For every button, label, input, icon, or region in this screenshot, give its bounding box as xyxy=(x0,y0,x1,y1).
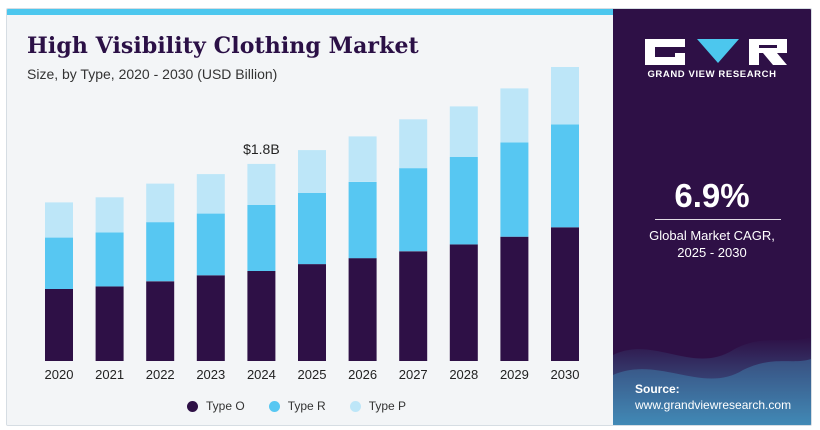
bar-annotation-2024: $1.8B xyxy=(243,141,280,157)
bar-type-r-2028 xyxy=(449,157,478,245)
x-tick-label-2026: 2026 xyxy=(348,367,377,382)
bar-type-p-2023 xyxy=(196,174,225,214)
labels-layer: 2020 2021 2022 2023 2024 $1.8B 2025 2026 2027 202… xyxy=(45,141,580,382)
source-url[interactable]: www.grandviewresearch.com xyxy=(635,398,792,412)
x-tick-label-2027: 2027 xyxy=(399,367,428,382)
source-label: Source: xyxy=(635,382,680,396)
bar-type-p-2025 xyxy=(298,150,326,193)
x-tick-label-2021: 2021 xyxy=(95,367,124,382)
x-tick-label-2023: 2023 xyxy=(196,367,225,382)
x-tick-label-2020: 2020 xyxy=(45,367,74,382)
legend-label-type-o: Type O xyxy=(206,399,245,413)
bar-type-o-2021 xyxy=(95,286,124,361)
x-tick-label-2022: 2022 xyxy=(146,367,175,382)
bar-type-p-2020 xyxy=(45,202,73,238)
stacked-bar-chart: 2020 2021 2022 2023 2024 $1.8B 2025 2026 2027 202… xyxy=(45,67,580,382)
bar-type-p-2028 xyxy=(449,106,478,157)
bar-type-r-2027 xyxy=(399,168,428,252)
bar-type-r-2030 xyxy=(551,124,579,228)
legend-swatch-type-o xyxy=(187,400,198,412)
bar-type-r-2022 xyxy=(146,222,175,282)
decorative-wave xyxy=(613,337,811,425)
bars-layer xyxy=(45,67,579,361)
bar-type-r-2029 xyxy=(500,142,529,237)
infographic-card: 2020 2021 2022 2023 2024 $1.8B 2025 2026 2027 202… xyxy=(6,8,812,426)
bar-type-r-2023 xyxy=(196,213,225,276)
bar-type-o-2020 xyxy=(45,289,73,361)
x-tick-label-2030: 2030 xyxy=(551,367,580,382)
bar-type-r-2026 xyxy=(348,181,377,259)
legend-item-type-o: Type O xyxy=(187,399,245,413)
legend-label-type-p: Type P xyxy=(368,399,407,413)
bar-type-p-2030 xyxy=(551,67,579,125)
x-tick-label-2028: 2028 xyxy=(449,367,478,382)
bar-type-p-2027 xyxy=(399,119,428,169)
x-tick-label-2029: 2029 xyxy=(500,367,529,382)
bar-type-p-2022 xyxy=(146,183,175,223)
legend-swatch-type-r xyxy=(268,400,280,412)
bar-type-o-2026 xyxy=(348,258,377,361)
bar-type-o-2023 xyxy=(196,275,225,361)
bar-type-p-2021 xyxy=(95,197,124,233)
accent-bar xyxy=(7,9,613,15)
legend-label-type-r: Type R xyxy=(287,399,326,413)
bar-type-r-2021 xyxy=(95,232,124,287)
brand-name: GRAND VIEW RESEARCH xyxy=(647,69,777,80)
legend-item-type-p: Type P xyxy=(349,399,407,413)
x-tick-label-2025: 2025 xyxy=(298,367,327,382)
chart-title: High Visibility Clothing Market xyxy=(27,33,419,59)
bar-type-o-2028 xyxy=(449,244,478,361)
bar-type-o-2025 xyxy=(298,264,326,361)
cagr-value: 6.9% xyxy=(674,177,750,214)
legend-swatch-type-p xyxy=(349,400,361,412)
cagr-label-line1: Global Market CAGR, xyxy=(649,228,775,243)
bar-type-r-2024 xyxy=(247,205,276,271)
cagr-label-line2: 2025 - 2030 xyxy=(677,245,747,260)
legend-item-type-r: Type R xyxy=(268,399,326,413)
bar-type-o-2024 xyxy=(247,271,276,361)
bar-type-p-2024 xyxy=(247,163,276,205)
bar-type-o-2030 xyxy=(551,227,579,361)
grand-view-research-logo xyxy=(645,39,787,65)
source-block: Source: www.grandviewresearch.com xyxy=(635,381,791,413)
bar-type-p-2029 xyxy=(500,88,529,143)
cagr-label: Global Market CAGR, 2025 - 2030 xyxy=(613,227,811,261)
bar-type-p-2026 xyxy=(348,136,377,182)
bar-type-r-2020 xyxy=(45,237,73,289)
x-tick-label-2024: 2024 xyxy=(247,367,276,382)
chart-legend: Type O Type R Type P xyxy=(187,399,406,413)
bar-type-o-2022 xyxy=(146,281,175,361)
chart-subtitle: Size, by Type, 2020 - 2030 (USD Billion) xyxy=(27,66,278,82)
bar-type-r-2025 xyxy=(298,193,326,265)
summary-sidebar: GRAND VIEW RESEARCH 6.9% Global Market C… xyxy=(613,9,811,425)
bar-type-o-2027 xyxy=(399,251,428,361)
cagr-divider xyxy=(655,219,781,220)
bar-type-o-2029 xyxy=(500,236,529,361)
